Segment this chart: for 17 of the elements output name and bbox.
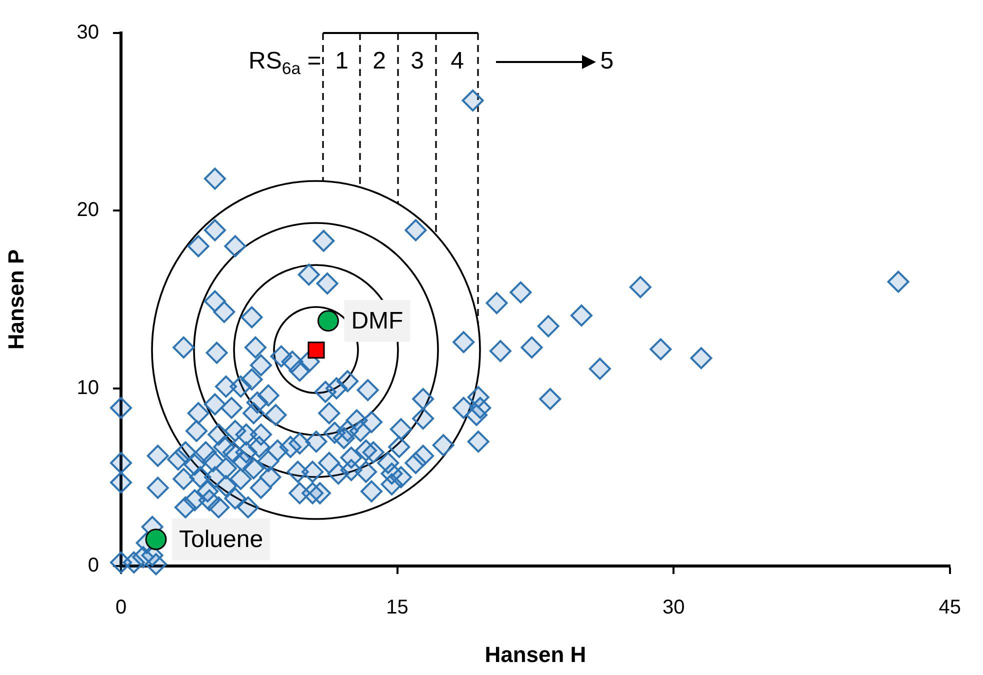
y-axis-title: Hansen P bbox=[3, 249, 28, 350]
x-tick-label: 45 bbox=[938, 596, 961, 619]
annotation: Toluene bbox=[178, 526, 264, 553]
x-axis-title: Hansen H bbox=[484, 642, 586, 667]
x-tick-label: 15 bbox=[386, 596, 408, 619]
annotation: 3 bbox=[410, 48, 424, 75]
annotation: 5 bbox=[600, 48, 614, 75]
y-tick-label: 30 bbox=[76, 22, 99, 44]
annotation: DMF bbox=[351, 307, 404, 334]
x-tick-label: 30 bbox=[662, 596, 685, 619]
y-tick-label: 10 bbox=[76, 376, 99, 399]
x-tick-label: 0 bbox=[115, 596, 127, 619]
annotation: 2 bbox=[372, 48, 386, 75]
y-tick-label: 20 bbox=[76, 199, 99, 222]
annotation: 4 bbox=[450, 48, 464, 75]
y-tick-label: 0 bbox=[88, 554, 99, 577]
annotation: 1 bbox=[335, 48, 348, 75]
